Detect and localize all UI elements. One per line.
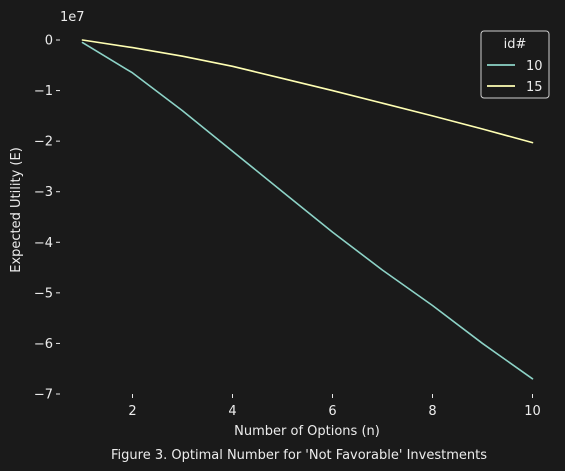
y-axis-label: Expected Utility (E)	[9, 147, 24, 273]
series-line-10	[81, 41, 534, 380]
series-lines	[81, 39, 534, 380]
x-axis-label: Number of Options (n)	[234, 424, 380, 439]
x-axis: 2 4 6 8 10	[128, 394, 541, 419]
x-tick-label: 8	[428, 404, 436, 419]
y-axis: 0 −1 −2 −3 −4 −5 −6 −7	[34, 34, 60, 403]
y-offset-label: 1e7	[60, 10, 85, 25]
y-tick-label: −1	[34, 84, 53, 99]
series-line-15	[81, 39, 534, 144]
legend-title: id#	[504, 37, 527, 52]
y-tick-label: −6	[34, 337, 53, 352]
y-tick-label: −7	[34, 388, 53, 403]
figure-caption: Figure 3. Optimal Number for 'Not Favora…	[111, 448, 487, 463]
x-tick-label: 2	[128, 404, 136, 419]
x-tick-label: 10	[524, 404, 541, 419]
y-tick-label: −2	[34, 135, 53, 150]
legend: id# 10 15	[480, 30, 550, 99]
y-tick-label: −3	[34, 185, 53, 200]
x-tick-label: 4	[228, 404, 236, 419]
x-tick-label: 6	[328, 404, 336, 419]
y-tick-label: −5	[34, 286, 53, 301]
y-tick-label: 0	[45, 34, 53, 49]
legend-label-10: 10	[526, 59, 543, 74]
y-tick-label: −4	[34, 236, 53, 251]
legend-label-15: 15	[526, 80, 543, 95]
